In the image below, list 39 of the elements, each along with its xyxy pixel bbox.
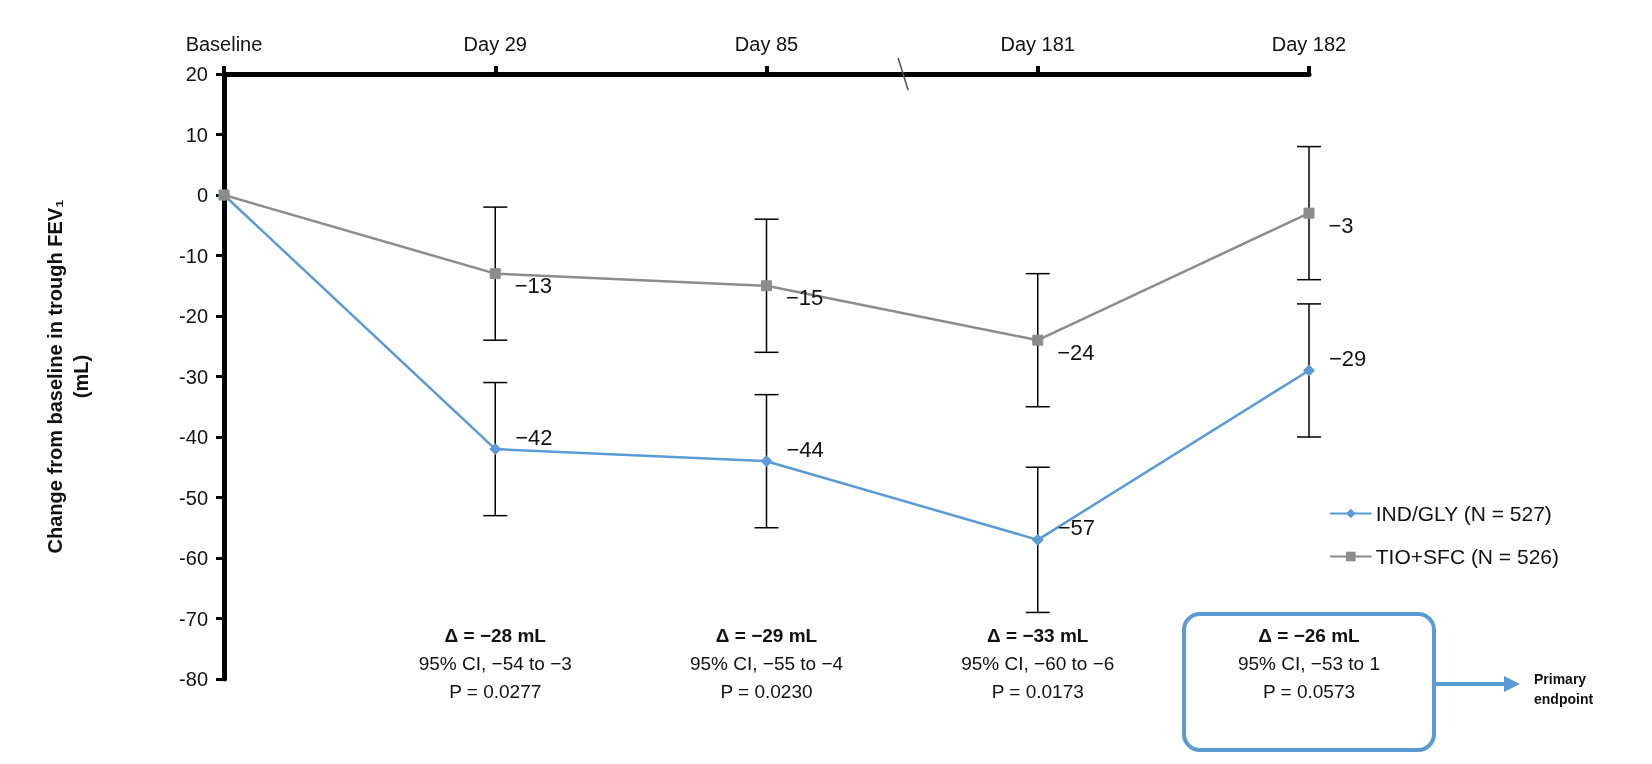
data-label: −3 [1328,212,1354,238]
y-tick-label: -60 [179,547,208,569]
data-label: −42 [515,424,553,450]
y-tick-label: 0 [196,184,208,206]
y-tick-label: -30 [179,365,208,388]
data-label: −57 [1057,515,1096,541]
annotation: Δ = −33 mL 95% CI, −60 to −6 P = 0.0173 [961,625,1115,702]
point [1303,364,1315,377]
legend-label: TIO+SFC (N = 526) [1375,545,1559,568]
y-tick-label: -40 [179,426,208,448]
point [1032,334,1044,346]
y-tick-label: 20 [185,63,208,85]
legend-label: IND/GLY (N = 527) [1375,502,1552,525]
y-tick-label: -10 [179,244,208,267]
y-tick-label: -70 [179,607,208,630]
point [489,268,501,280]
x-tick-label: Day 181 [1000,33,1075,55]
y-tick-label: -50 [179,486,208,509]
data-label: −15 [786,285,824,311]
y-axis-title: Change from baseline in trough FEV₁ (mL) [44,199,92,554]
point [1303,207,1315,219]
y-tick-label: -80 [179,668,208,690]
data-label: −24 [1057,339,1095,365]
point [1031,533,1044,546]
x-tick-label: Day 29 [463,33,527,55]
x-tick-label: Day 85 [734,33,799,55]
annotation: Δ = −26 mL 95% CI, −53 to 1 P = 0.0573 [1237,625,1381,702]
point [760,455,773,468]
annotation: Δ = −29 mL 95% CI, −55 to −4 P = 0.0230 [689,625,844,702]
data-label: −13 [514,273,553,299]
x-tick-label: Day 182 [1271,33,1347,55]
point [761,280,772,292]
x-tick-label: Baseline [185,33,263,55]
y-tick-label: -20 [179,305,208,327]
data-label: −44 [786,436,824,462]
text: Primary endpoint [1534,671,1594,707]
data-label: −29 [1329,345,1367,371]
annotation: Δ = −28 mL 95% CI, −54 to −3 P = 0.0277 [418,625,572,702]
y-tick-label: 10 [185,123,208,146]
